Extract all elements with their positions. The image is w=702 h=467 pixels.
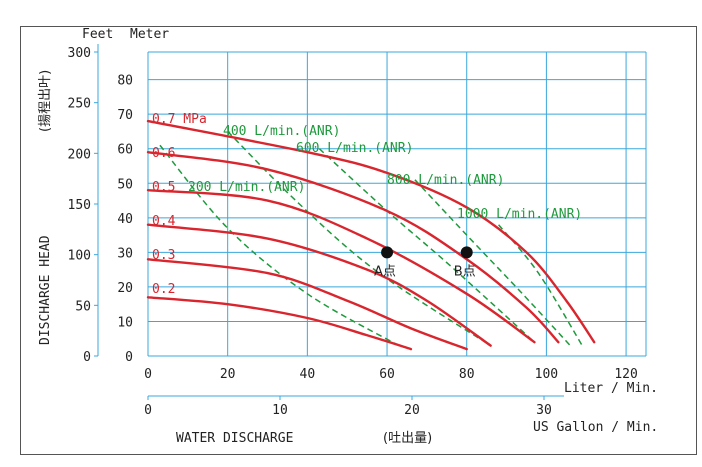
feet-tick-label: 250 <box>68 97 91 112</box>
liter-tick-label: 0 <box>144 367 152 382</box>
operating-point <box>381 246 394 259</box>
meter-tick-label: 70 <box>117 108 133 123</box>
feet-tick-label: 0 <box>83 350 91 365</box>
air-label: 200 L/min.(ANR) <box>188 180 305 195</box>
liter-tick-label: 20 <box>220 367 236 382</box>
series-labels: 0.7 MPa 0.6 0.5 0.4 0.3 0.2 200 L/min.(ANR) 400… <box>152 112 582 297</box>
meter-tick-label: 50 <box>117 177 133 192</box>
air-label: 400 L/min.(ANR) <box>223 124 340 139</box>
pressure-curve-4 <box>146 258 468 351</box>
meter-axis-unit: Meter <box>130 27 169 42</box>
air-curve-1 <box>227 130 492 347</box>
pressure-curve-3 <box>146 223 492 347</box>
pressure-label: 0.3 <box>152 248 175 263</box>
feet-tick-label: 150 <box>68 198 91 213</box>
meter-tick-label: 80 <box>117 74 133 89</box>
chart-frame <box>20 26 697 455</box>
meter-tick-label: 0 <box>125 350 133 365</box>
air-curve-4 <box>498 224 583 347</box>
y-axis-title: DISCHARGE HEAD <box>38 235 53 345</box>
feet-axis-unit: Feet <box>82 27 113 42</box>
x-axis-title-jp: (吐出量) <box>383 431 432 446</box>
pressure-label: 0.6 <box>152 146 175 161</box>
liter-tick-label: 80 <box>459 367 475 382</box>
gallon-tick-label: 20 <box>404 403 420 418</box>
x-axis-unit-liter: Liter / Min. <box>564 381 658 396</box>
feet-tick-label: 50 <box>75 299 91 314</box>
air-curve-3 <box>414 179 571 347</box>
air-label: 800 L/min.(ANR) <box>387 173 504 188</box>
operating-point <box>460 246 473 259</box>
pressure-curves <box>146 119 596 351</box>
air-label: 1000 L/min.(ANR) <box>457 207 582 222</box>
gallon-tick-label: 0 <box>144 403 152 418</box>
meter-tick-label: 60 <box>117 143 133 158</box>
pressure-label: 0.7 MPa <box>152 112 207 127</box>
air-consumption-curves <box>159 130 583 347</box>
x-axis-unit-gallon: US Gallon / Min. <box>533 420 658 435</box>
pressure-curve-5 <box>146 296 413 351</box>
liter-tick-label: 100 <box>535 367 558 382</box>
pressure-curve-2 <box>146 188 536 344</box>
feet-tick-label: 200 <box>68 147 91 162</box>
meter-tick-label: 30 <box>117 246 133 261</box>
operating-point-label: A点 <box>374 264 396 279</box>
operating-points: A点 B点 <box>374 246 476 279</box>
pressure-label: 0.5 <box>152 180 175 195</box>
meter-tick-label: 40 <box>117 212 133 227</box>
air-curve-0 <box>159 144 400 347</box>
grid <box>147 51 647 357</box>
liter-tick-label: 120 <box>614 367 637 382</box>
pressure-label: 0.4 <box>152 214 176 229</box>
y-axis-title-jp: (揚程出叶) <box>37 70 53 132</box>
meter-tick-label: 10 <box>117 315 133 330</box>
x-axis-title: WATER DISCHARGE <box>176 431 293 446</box>
pressure-curve-0 <box>146 119 596 344</box>
gallon-tick-label: 10 <box>272 403 288 418</box>
meter-tick-label: 20 <box>117 281 133 296</box>
pressure-label: 0.2 <box>152 282 175 297</box>
feet-tick-label: 300 <box>68 46 91 61</box>
operating-point-label: B点 <box>454 264 476 279</box>
liter-tick-label: 60 <box>379 367 395 382</box>
air-label: 600 L/min.(ANR) <box>296 141 413 156</box>
air-curve-2 <box>318 148 535 343</box>
liter-tick-label: 40 <box>300 367 316 382</box>
pressure-curve-1 <box>146 150 560 344</box>
gallon-tick-label: 30 <box>536 403 552 418</box>
feet-tick-label: 100 <box>68 249 91 264</box>
